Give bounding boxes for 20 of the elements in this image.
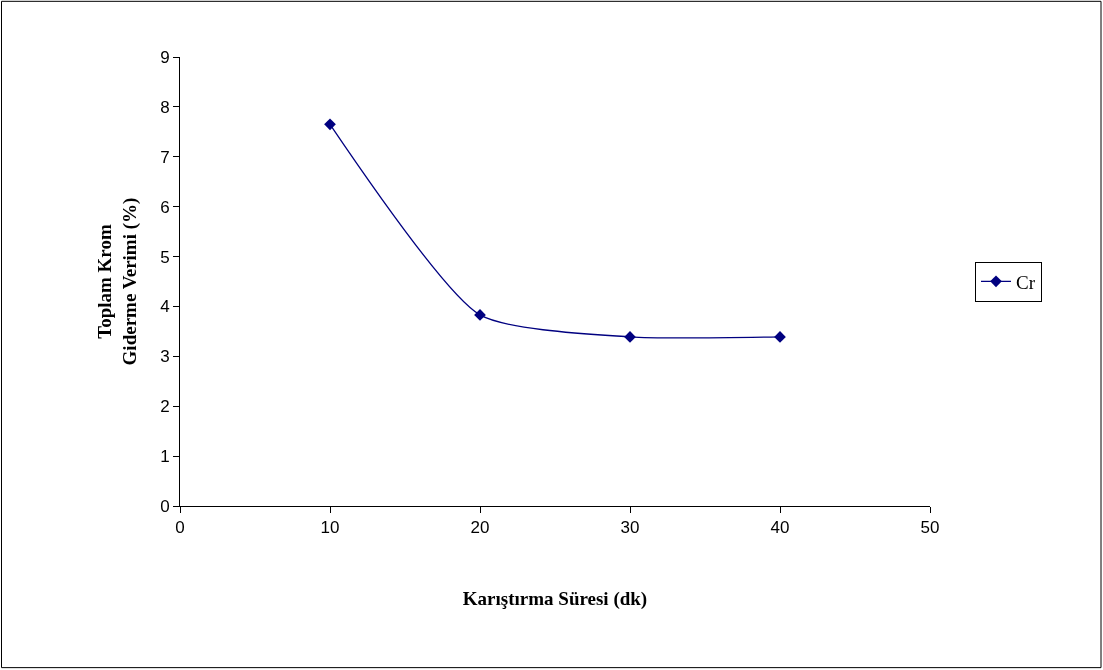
y-tick-label: 8 bbox=[160, 97, 170, 117]
x-tick-label: 0 bbox=[175, 518, 185, 538]
point bbox=[324, 118, 336, 131]
x-tick-label: 10 bbox=[320, 518, 340, 538]
y-axis-title: Toplam Krom Giderme Verimi (%) bbox=[94, 197, 141, 366]
x-tick-label: 50 bbox=[920, 518, 940, 538]
y-tick-label: 2 bbox=[160, 397, 170, 417]
y-tick-label: 7 bbox=[160, 147, 170, 167]
x-axis-title: Karıştırma Süresi (dk) bbox=[462, 588, 648, 611]
y-tick-label: 1 bbox=[160, 447, 170, 467]
legend-label: Cr bbox=[1016, 271, 1036, 293]
y-tick-label: 4 bbox=[160, 297, 170, 317]
y-tick-label: 0 bbox=[160, 496, 170, 516]
y-tick-label: 3 bbox=[160, 347, 170, 367]
y-tick-label: 9 bbox=[160, 47, 170, 67]
x-tick-label: 20 bbox=[470, 518, 490, 538]
x-tick-label: 30 bbox=[620, 518, 640, 538]
x-tick-label: 40 bbox=[770, 518, 790, 538]
y-tick-label: 6 bbox=[160, 197, 170, 217]
y-tick-label: 5 bbox=[160, 247, 170, 267]
